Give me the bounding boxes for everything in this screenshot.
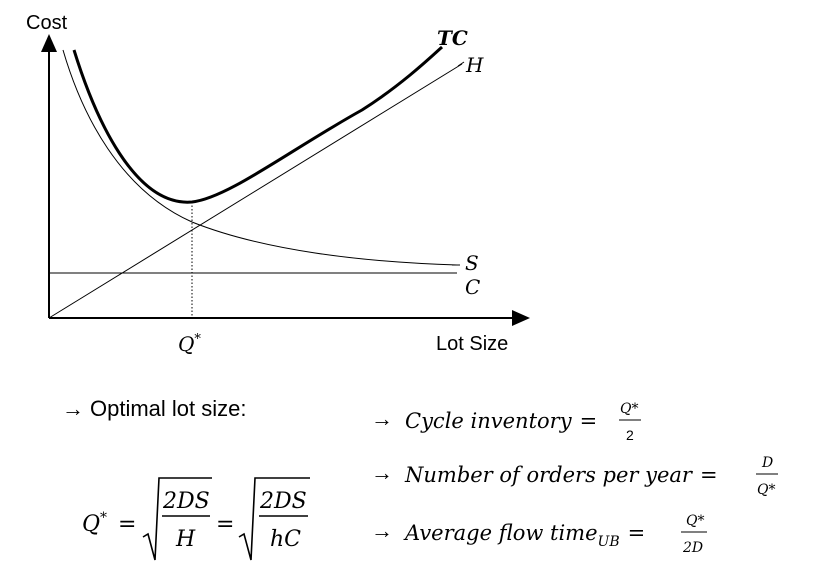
optimal-heading: → Optimal lot size: xyxy=(62,396,247,421)
flow-text: Average flow timeUB = xyxy=(403,521,645,550)
q-star-lhs-letter: Q xyxy=(82,512,100,537)
cycle-text-label: Cycle inventory xyxy=(405,409,573,433)
optimal-heading-text: Optimal lot size: xyxy=(90,396,247,421)
sqrt-symbol-1 xyxy=(142,477,212,561)
cycle-arrow: → xyxy=(371,406,393,431)
cycle-equals: = xyxy=(580,409,598,433)
x-axis-label: Lot Size xyxy=(436,333,508,355)
flow-denominator: 2D xyxy=(682,540,703,556)
frac1-denominator: H xyxy=(175,527,196,552)
orders-denominator: Q* xyxy=(757,482,775,498)
q-star-letter: Q xyxy=(178,332,194,356)
flow-text-label: Average flow time xyxy=(403,521,598,545)
q-star-lhs: Q* xyxy=(82,510,107,537)
frac2-numerator: 2DS xyxy=(259,489,307,514)
h-label: H xyxy=(465,53,484,77)
cycle-text: Cycle inventory = xyxy=(405,409,597,433)
orders-text: Number of orders per year = xyxy=(404,463,718,487)
flow-arrow: → xyxy=(371,518,393,543)
h-label-leader xyxy=(457,61,465,67)
equals-1: = xyxy=(118,512,136,537)
holding-cost-line xyxy=(48,63,463,319)
y-axis-label: Cost xyxy=(26,12,68,34)
equals-2: = xyxy=(216,512,234,537)
c-label: C xyxy=(465,275,480,299)
optimal-heading-arrow: → xyxy=(62,396,84,421)
setup-cost-curve xyxy=(62,49,458,266)
frac2-denominator: hC xyxy=(270,527,301,552)
sqrt-symbol-2 xyxy=(238,477,310,561)
tc-label: TC xyxy=(437,26,468,50)
flow-equals: = xyxy=(628,521,646,545)
q-star-lhs-sup: * xyxy=(100,510,107,526)
orders-numerator: D xyxy=(761,455,773,471)
frac1-numerator: 2DS xyxy=(162,489,210,514)
orders-arrow: → xyxy=(371,460,393,485)
orders-equals: = xyxy=(700,463,718,487)
total-cost-curve xyxy=(72,45,444,204)
flow-subscript: UB xyxy=(598,534,620,550)
cycle-numerator: Q* xyxy=(620,401,638,417)
cycle-denominator: 2 xyxy=(626,427,634,443)
s-label: S xyxy=(465,251,479,275)
orders-text-label: Number of orders per year xyxy=(404,463,694,487)
flow-numerator: Q* xyxy=(686,513,704,529)
q-star-sup: * xyxy=(194,332,201,347)
q-star-label: Q* xyxy=(178,332,201,356)
